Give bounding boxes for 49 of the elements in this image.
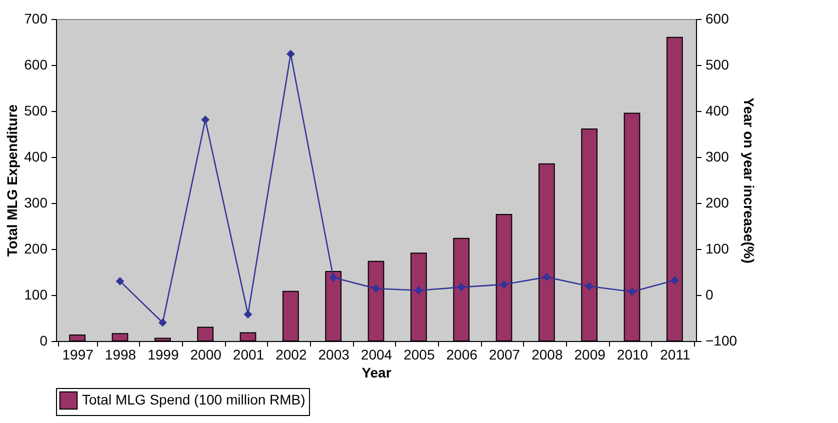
y-tick-label: 700: [24, 10, 48, 26]
y2-tick-label: 500: [706, 56, 730, 72]
y2-tick-label: 200: [706, 194, 730, 210]
point: [116, 277, 124, 286]
y2-tick-label: 0: [706, 286, 714, 302]
legend-label: Total MLG Spend (100 million RMB): [82, 392, 306, 408]
point: [286, 50, 295, 58]
x-tick-label: 2006: [446, 346, 478, 362]
x-tick-label: 1998: [104, 346, 136, 362]
point: [500, 280, 508, 289]
y-tick-label: 600: [24, 56, 48, 72]
y2-tick-label: 300: [706, 148, 730, 164]
y-axis-title: Total MLG Expenditure: [4, 104, 20, 257]
x-tick-label: 2009: [574, 346, 606, 362]
y-tick-label: 300: [24, 194, 48, 210]
y2-tick-label: 100: [706, 240, 730, 256]
x-tick-label: 2008: [532, 346, 563, 362]
y2-axis-title: Year on year increase(%): [741, 98, 758, 264]
x-axis-title: Year: [362, 364, 392, 380]
point: [670, 276, 679, 284]
x-tick-label: 2007: [488, 346, 520, 362]
point: [585, 282, 594, 290]
x-tick-label: 2010: [616, 346, 648, 362]
x-tick-label: 2005: [404, 346, 435, 362]
y2-tick-label: 400: [706, 102, 730, 118]
y-tick-label: 500: [24, 102, 48, 118]
x-tick-label: 2002: [276, 346, 307, 362]
x-tick-label: 1997: [62, 346, 94, 362]
y2-tick-label: 600: [706, 10, 730, 26]
point: [414, 286, 423, 295]
x-tick-label: 2001: [232, 346, 264, 362]
x-tick-label: 2000: [190, 346, 222, 362]
y-tick-label: 0: [40, 332, 48, 348]
point: [158, 318, 167, 327]
x-tick-label: 2003: [318, 346, 350, 362]
y-tick-label: 100: [24, 286, 48, 302]
point: [372, 284, 380, 293]
x-tick-label: 2004: [360, 346, 392, 362]
point: [628, 288, 636, 296]
point: [542, 272, 551, 282]
x-tick-label: 1999: [148, 346, 179, 362]
y2-tick-label: −100: [706, 332, 738, 348]
point: [201, 116, 210, 124]
point: [244, 310, 252, 319]
x-tick-label: 2011: [660, 346, 690, 362]
y-tick-label: 400: [24, 148, 48, 164]
y-tick-label: 200: [24, 240, 48, 256]
point: [329, 273, 338, 282]
point: [457, 282, 466, 292]
